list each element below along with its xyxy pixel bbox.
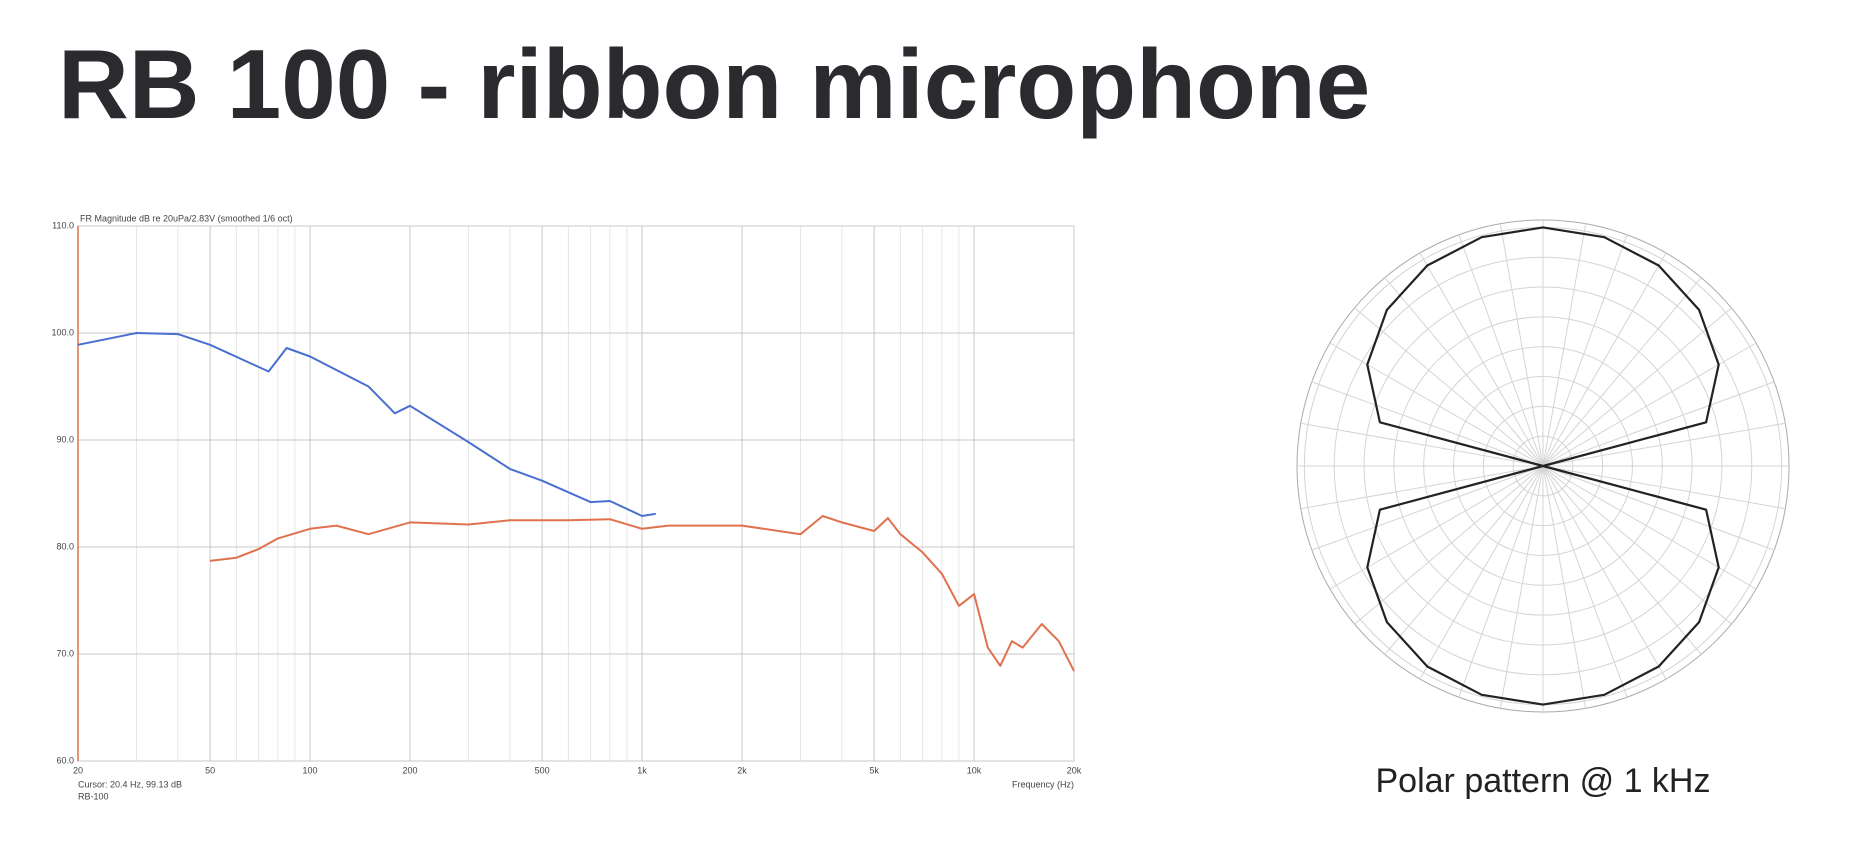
y-tick-label: 110.0 <box>52 220 74 230</box>
polar-spoke <box>1542 422 1786 467</box>
polar-spoke <box>1300 422 1544 467</box>
polar-ring <box>1512 435 1574 497</box>
polar-spoke <box>1384 277 1544 467</box>
x-tick-label: 1k <box>637 765 647 775</box>
x-tick-label: 200 <box>402 765 417 775</box>
annotation: Cursor: 20.4 Hz, 99.13 dB <box>78 779 182 789</box>
y-tick-label: 90.0 <box>56 434 74 444</box>
y-tick-label: 60.0 <box>56 755 74 765</box>
polar-spoke <box>1542 465 1587 709</box>
series-line <box>77 332 656 517</box>
y-tick-label: 100.0 <box>51 327 74 337</box>
polar-spoke <box>1300 465 1544 510</box>
chart-title: FR Magnitude dB re 20uPa/2.83V (smoothed… <box>80 213 293 223</box>
polar-spoke <box>1542 465 1702 655</box>
polar-line <box>1366 226 1720 706</box>
polar-ring <box>1363 286 1723 646</box>
x-tick-label: 500 <box>535 765 550 775</box>
polar-spoke <box>1542 465 1786 510</box>
polar-spoke <box>1542 252 1667 467</box>
x-tick-label: 2k <box>737 765 747 775</box>
polar-spoke <box>1542 234 1628 467</box>
plot-frame <box>77 225 1075 762</box>
polar-spoke <box>1542 223 1587 467</box>
polar-spoke <box>1542 307 1732 467</box>
polar-spoke <box>1542 381 1775 467</box>
polar-spoke <box>1419 252 1544 467</box>
polar-ring <box>1423 346 1663 586</box>
polar-spoke <box>1329 465 1544 590</box>
x-tick-label: 50 <box>205 765 215 775</box>
polar-spoke <box>1542 465 1628 698</box>
polar-spoke <box>1458 234 1544 467</box>
x-tick-label: 20 <box>73 765 83 775</box>
polar-spoke <box>1384 465 1544 655</box>
polar-spoke <box>1419 465 1544 680</box>
slide-title: RB 100 - ribbon microphone <box>58 29 1370 139</box>
polar-spoke <box>1354 465 1544 625</box>
polar-spoke <box>1458 465 1544 698</box>
polar-spoke <box>1499 223 1544 467</box>
x-tick-label: 10k <box>967 765 982 775</box>
annotation: RB-100 <box>78 791 109 801</box>
x-tick-label: 5k <box>869 765 879 775</box>
polar-ring <box>1453 376 1633 556</box>
polar-spoke <box>1311 381 1544 467</box>
x-axis-label: Frequency (Hz) <box>1012 779 1074 789</box>
polar-ring <box>1333 256 1753 676</box>
chart-caption: Polar pattern @ 1 kHz <box>1376 762 1711 800</box>
polar-ring <box>1482 405 1604 527</box>
polar-spoke <box>1542 277 1702 467</box>
x-tick-label: 100 <box>303 765 318 775</box>
y-tick-label: 70.0 <box>56 648 74 658</box>
polar-ring <box>1393 316 1693 616</box>
series-line <box>209 515 1075 672</box>
polar-spoke <box>1542 465 1775 551</box>
polar-spoke <box>1542 465 1757 590</box>
polar-spoke <box>1542 465 1667 680</box>
polar-spoke <box>1329 342 1544 467</box>
x-tick-label: 20k <box>1067 765 1082 775</box>
polar-spoke <box>1311 465 1544 551</box>
polar-spoke <box>1542 342 1757 467</box>
polar-spoke <box>1499 465 1544 709</box>
polar-spoke <box>1542 465 1732 625</box>
polar-spoke <box>1354 307 1544 467</box>
y-tick-label: 80.0 <box>56 541 74 551</box>
